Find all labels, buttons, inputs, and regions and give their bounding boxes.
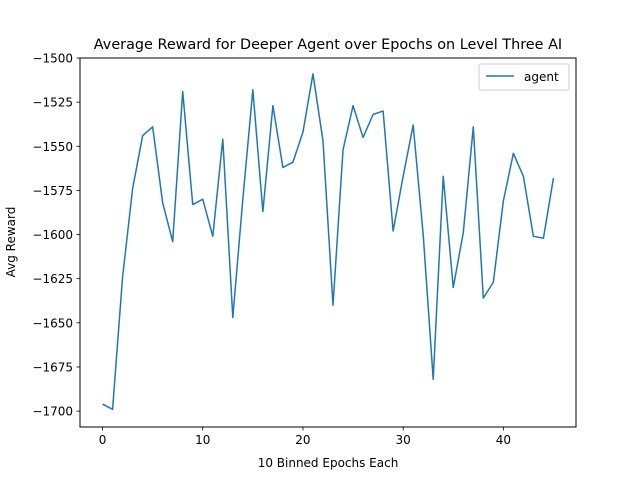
y-tick-label: −1625 <box>32 272 73 286</box>
series-line-agent <box>102 73 555 411</box>
legend: agent <box>478 63 570 91</box>
y-axis-label: Avg Reward <box>4 207 18 278</box>
y-tick-label: −1550 <box>32 140 73 154</box>
plot-area <box>102 73 555 411</box>
legend-label-agent: agent <box>524 70 559 84</box>
y-tick-label: −1700 <box>32 405 73 419</box>
x-tick-label: 40 <box>496 433 511 447</box>
x-axis-label: 10 Binned Epochs Each <box>258 456 399 470</box>
y-tick-label: −1575 <box>32 184 73 198</box>
y-tick-label: −1675 <box>32 360 73 374</box>
x-tick-label: 0 <box>99 433 107 447</box>
y-tick-label: −1500 <box>32 52 73 66</box>
x-tick-label: 10 <box>195 433 210 447</box>
x-tick-label: 20 <box>295 433 310 447</box>
x-tick-label: 30 <box>396 433 411 447</box>
legend-box <box>478 63 570 91</box>
y-tick-label: −1650 <box>32 316 73 330</box>
chart-title: Average Reward for Deeper Agent over Epo… <box>94 37 562 53</box>
y-tick-label: −1600 <box>32 228 73 242</box>
axis-ticks: 0 10 20 30 40 −1500 −1525 −1550 −1575 −1600 −1625 −… <box>32 52 511 448</box>
plot-frame <box>79 57 577 428</box>
y-tick-label: −1525 <box>32 96 73 110</box>
